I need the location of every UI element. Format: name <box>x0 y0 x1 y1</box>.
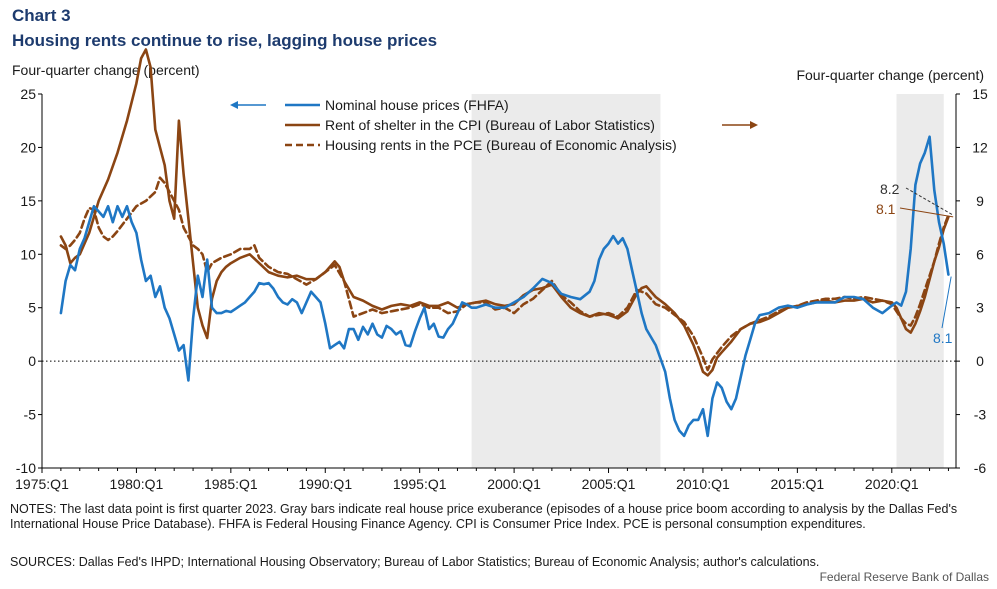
left-tick-label: 0 <box>28 353 36 369</box>
x-tick-label: 2015:Q1 <box>771 476 825 492</box>
left-tick-label: 15 <box>20 193 36 209</box>
annotation-house-value: 8.1 <box>933 330 953 346</box>
house-price-line <box>59 135 950 438</box>
right-tick-label: 15 <box>972 86 988 102</box>
x-tick-label: 2000:Q1 <box>487 476 541 492</box>
left-axis-caption: Four-quarter change (percent) <box>12 62 200 78</box>
annotation-pce-value: 8.2 <box>880 181 900 197</box>
right-tick-label: 9 <box>976 193 984 209</box>
x-tick-label: 1980:Q1 <box>110 476 164 492</box>
left-tick-label: -10 <box>16 460 36 476</box>
right-tick-label: 0 <box>976 353 984 369</box>
annotation-house-leader <box>941 276 952 329</box>
left-tick-label: -5 <box>24 407 37 423</box>
shaded-period-1 <box>471 94 661 468</box>
left-tick-label: 20 <box>20 139 36 155</box>
legend-label-3: Housing rents in the PCE (Bureau of Econ… <box>325 137 677 153</box>
shaded-periods <box>471 94 944 468</box>
left-tick-label: 10 <box>20 246 36 262</box>
annotation-cpi-value: 8.1 <box>876 201 896 217</box>
legend-right-arrow-head <box>750 121 758 129</box>
left-tick-label: 5 <box>28 300 36 316</box>
annotations: 8.2 8.1 8.1 <box>876 181 954 346</box>
legend-label-1: Nominal house prices (FHFA) <box>325 97 509 113</box>
x-tick-label: 2010:Q1 <box>676 476 730 492</box>
x-tick-label: 2020:Q1 <box>865 476 919 492</box>
right-tick-label: 3 <box>976 300 984 316</box>
chart-number: Chart 3 <box>12 6 71 25</box>
chart-sources: SOURCES: Dallas Fed's IHPD; Internationa… <box>10 555 820 569</box>
shaded-period-2 <box>896 94 944 468</box>
legend-left-arrow-head <box>230 101 238 109</box>
x-tick-label: 1990:Q1 <box>298 476 352 492</box>
right-tick-label: -3 <box>974 407 987 423</box>
right-tick-label: 6 <box>976 246 984 262</box>
chart-title: Housing rents continue to rise, lagging … <box>12 31 438 50</box>
chart-notes: NOTES: The last data point is first quar… <box>10 502 958 531</box>
legend: Nominal house prices (FHFA) Rent of shelt… <box>230 97 758 153</box>
chart-credit: Federal Reserve Bank of Dallas <box>819 570 989 584</box>
right-tick-label: -6 <box>974 460 987 476</box>
chart-area: -10 -5 0 5 10 15 20 25 -6 -3 0 3 6 9 12 15 1975:Q1 1980:Q… <box>15 48 988 492</box>
legend-label-2: Rent of shelter in the CPI (Bureau of La… <box>325 117 655 133</box>
axes: -10 -5 0 5 10 15 20 25 -6 -3 0 3 6 9 12 15 1975:Q1 1980:Q… <box>15 86 988 492</box>
series-lines <box>59 48 950 438</box>
x-tick-label: 2005:Q1 <box>582 476 636 492</box>
x-tick-label: 1985:Q1 <box>204 476 258 492</box>
x-tick-label: 1995:Q1 <box>393 476 447 492</box>
right-axis-caption: Four-quarter change (percent) <box>796 67 984 83</box>
left-tick-label: 25 <box>20 86 36 102</box>
x-tick-label: 1975:Q1 <box>15 476 69 492</box>
annotation-pce-leader <box>905 187 954 216</box>
annotation-cpi-leader <box>899 207 954 218</box>
right-tick-label: 12 <box>972 139 988 155</box>
